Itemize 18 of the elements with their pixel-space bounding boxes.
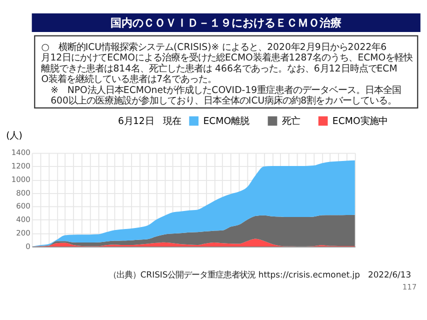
legend-label: ECMO離脱 bbox=[203, 116, 250, 127]
text: 117 bbox=[402, 282, 417, 292]
y-axis-title: (人) bbox=[6, 130, 22, 142]
text: （出典）CRISIS公開データ重症患者状況 https://crisis.ecmonet.jp 2022/6/13 bbox=[108, 269, 412, 280]
legend-label: 死亡 bbox=[282, 116, 300, 127]
text: ○ 横断的ICU情報探索システム(CRISIS)※ によると、2020年2月9日から2022年6月12日にかけてECMOによる治療を受けた総ECMO装着患者1287名のうち、ECMOを軽快離脱できた患者は814名、死亡した患者は 466名であった。なお、6月12日時点でECMO装着を継続している患者は7名であった。 bbox=[41, 42, 413, 86]
y-tick-label: 200 bbox=[16, 228, 31, 238]
text: ※ NPO法人日本ECMOnetが作成したCOVID-19重症患者のデータベース。日本全国600以上の医療施設が参加しており、日本全体のICU病床の約8割をカバーしている。 bbox=[50, 84, 402, 107]
y-tick-label: 600 bbox=[16, 202, 31, 211]
y-tick-label: 0 bbox=[26, 242, 31, 251]
y-tick-label: 1400 bbox=[11, 148, 31, 158]
legend-title: 6月12日 現在 bbox=[118, 116, 181, 127]
y-tick-label: 800 bbox=[16, 188, 31, 198]
y-tick-label: 1000 bbox=[11, 174, 31, 184]
y-tick-label: 400 bbox=[16, 215, 31, 224]
chart-title: 国内のＣＯＶＩＤ－１９におけるＥＣＭＯ治療 bbox=[110, 16, 342, 30]
legend-label: ECMO実施中 bbox=[332, 116, 388, 127]
y-tick-label: 1200 bbox=[11, 162, 31, 171]
